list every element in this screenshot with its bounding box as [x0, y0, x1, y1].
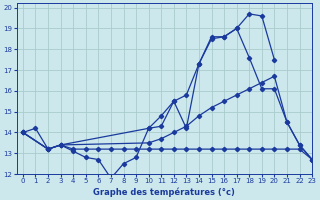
X-axis label: Graphe des températures (°c): Graphe des températures (°c): [93, 187, 235, 197]
